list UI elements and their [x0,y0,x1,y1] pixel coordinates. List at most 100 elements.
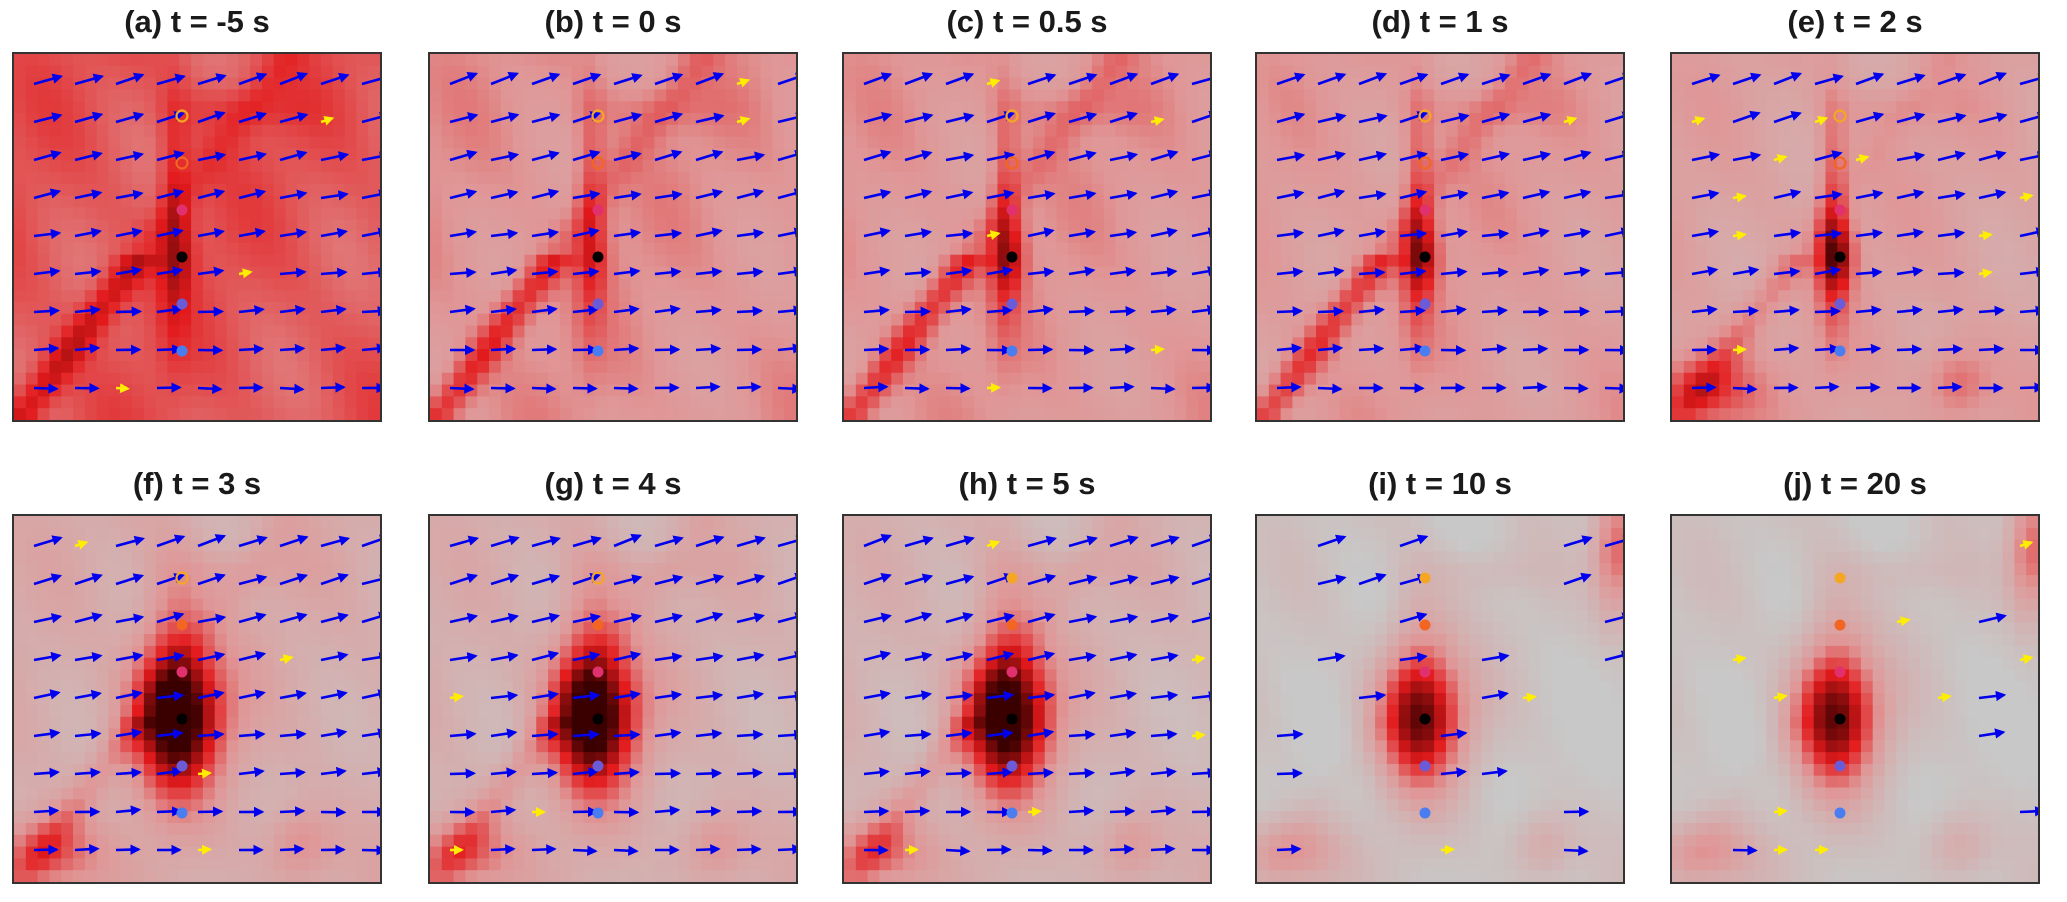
probe-point [593,346,604,357]
vector-arrow [1069,734,1094,736]
vector-arrow [1359,272,1384,274]
field-plot [14,516,380,882]
probe-point [1007,346,1018,357]
panel-title: (a) t = -5 s [12,0,382,44]
vector-arrow [1318,311,1342,312]
field-plot [1672,54,2038,420]
vector-arrow [573,388,596,389]
probe-point [593,761,604,772]
panel-j: (j) t = 20 s [1670,462,2040,902]
vector-arrow [614,348,637,350]
vector-arrow [1110,811,1133,812]
probe-point [177,252,188,263]
vector-arrow [1192,772,1210,774]
vector-arrow [1815,850,1827,851]
vector-arrow [1069,311,1093,312]
probe-point [1835,761,1846,772]
probe-point [1420,761,1431,772]
probe-point [1007,808,1018,819]
vector-arrow [34,772,58,774]
vector-arrow [116,388,128,389]
vector-arrow [737,387,760,388]
probe-point [593,205,604,216]
field-map [1670,514,2040,884]
probe-point [1420,573,1431,584]
probe-point [1835,205,1846,216]
vector-arrow [1733,850,1756,851]
heatmap [430,54,796,420]
vector-arrow [696,773,720,774]
vector-arrow [1564,388,1587,389]
vector-arrow [905,388,928,389]
vector-arrow [198,773,210,774]
vector-arrow [1897,349,1920,350]
vector-arrow [1110,849,1133,850]
probe-point [593,808,604,819]
panel-title: (h) t = 5 s [842,462,1212,506]
vector-arrow [1028,349,1051,350]
vector-arrow [1523,349,1546,350]
vector-arrow [198,849,210,850]
vector-arrow [321,387,344,388]
vector-arrow [1069,811,1092,812]
panel-a: (a) t = -5 s [12,0,382,440]
vector-arrow [1318,388,1341,389]
vector-arrow [737,349,760,350]
field-map [428,52,798,422]
vector-arrow [946,773,970,774]
vector-arrow [157,387,180,388]
panel-title: (f) t = 3 s [12,462,382,506]
vector-arrow [280,388,303,389]
vector-arrow [737,849,760,850]
vector-arrow [1523,697,1535,698]
field-plot [844,54,1210,420]
vector-arrow [1938,696,1950,698]
panel-g: (g) t = 4 s [428,462,798,902]
probe-point [1835,714,1846,725]
vector-arrow [2020,811,2038,812]
probe-point [1835,299,1846,310]
vector-arrow [1069,773,1093,774]
vector-arrow [696,811,719,812]
vector-arrow [1482,310,1506,312]
field-map [1255,52,1625,422]
probe-point [1835,346,1846,357]
heatmap [14,54,380,420]
vector-arrow [614,772,638,774]
panel-title: (b) t = 0 s [428,0,798,44]
heatmap [1672,54,2038,420]
vector-arrow [362,850,380,851]
field-plot [1257,54,1623,420]
vector-arrow [864,387,887,388]
vector-arrow [75,849,98,850]
vector-arrow [905,312,929,313]
vector-arrow [1733,311,1757,312]
vector-arrow [198,312,222,313]
probe-point [593,620,604,631]
probe-point [177,714,188,725]
heatmap [1257,54,1623,420]
field-map [1670,52,2040,422]
probe-point [1420,714,1431,725]
vector-arrow [34,811,57,813]
probe-point [1007,620,1018,631]
vector-arrow [573,850,596,851]
vector-arrow [2020,387,2038,388]
vector-arrow [280,348,303,350]
vector-arrow [655,773,679,774]
vector-arrow [1028,850,1051,851]
vector-arrow [655,350,678,351]
vector-arrow [1979,310,2003,312]
vector-arrow [946,349,969,350]
probe-point [1420,252,1431,263]
vector-arrow [116,849,139,850]
vector-arrow [532,349,555,350]
vector-arrow [1856,348,1879,350]
panel-title: (g) t = 4 s [428,462,798,506]
probe-point [1007,714,1018,725]
vector-arrow [1523,387,1546,388]
panel-title: (e) t = 2 s [1670,0,2040,44]
probe-point [1420,808,1431,819]
vector-arrow [778,388,796,389]
vector-arrow [198,734,223,736]
